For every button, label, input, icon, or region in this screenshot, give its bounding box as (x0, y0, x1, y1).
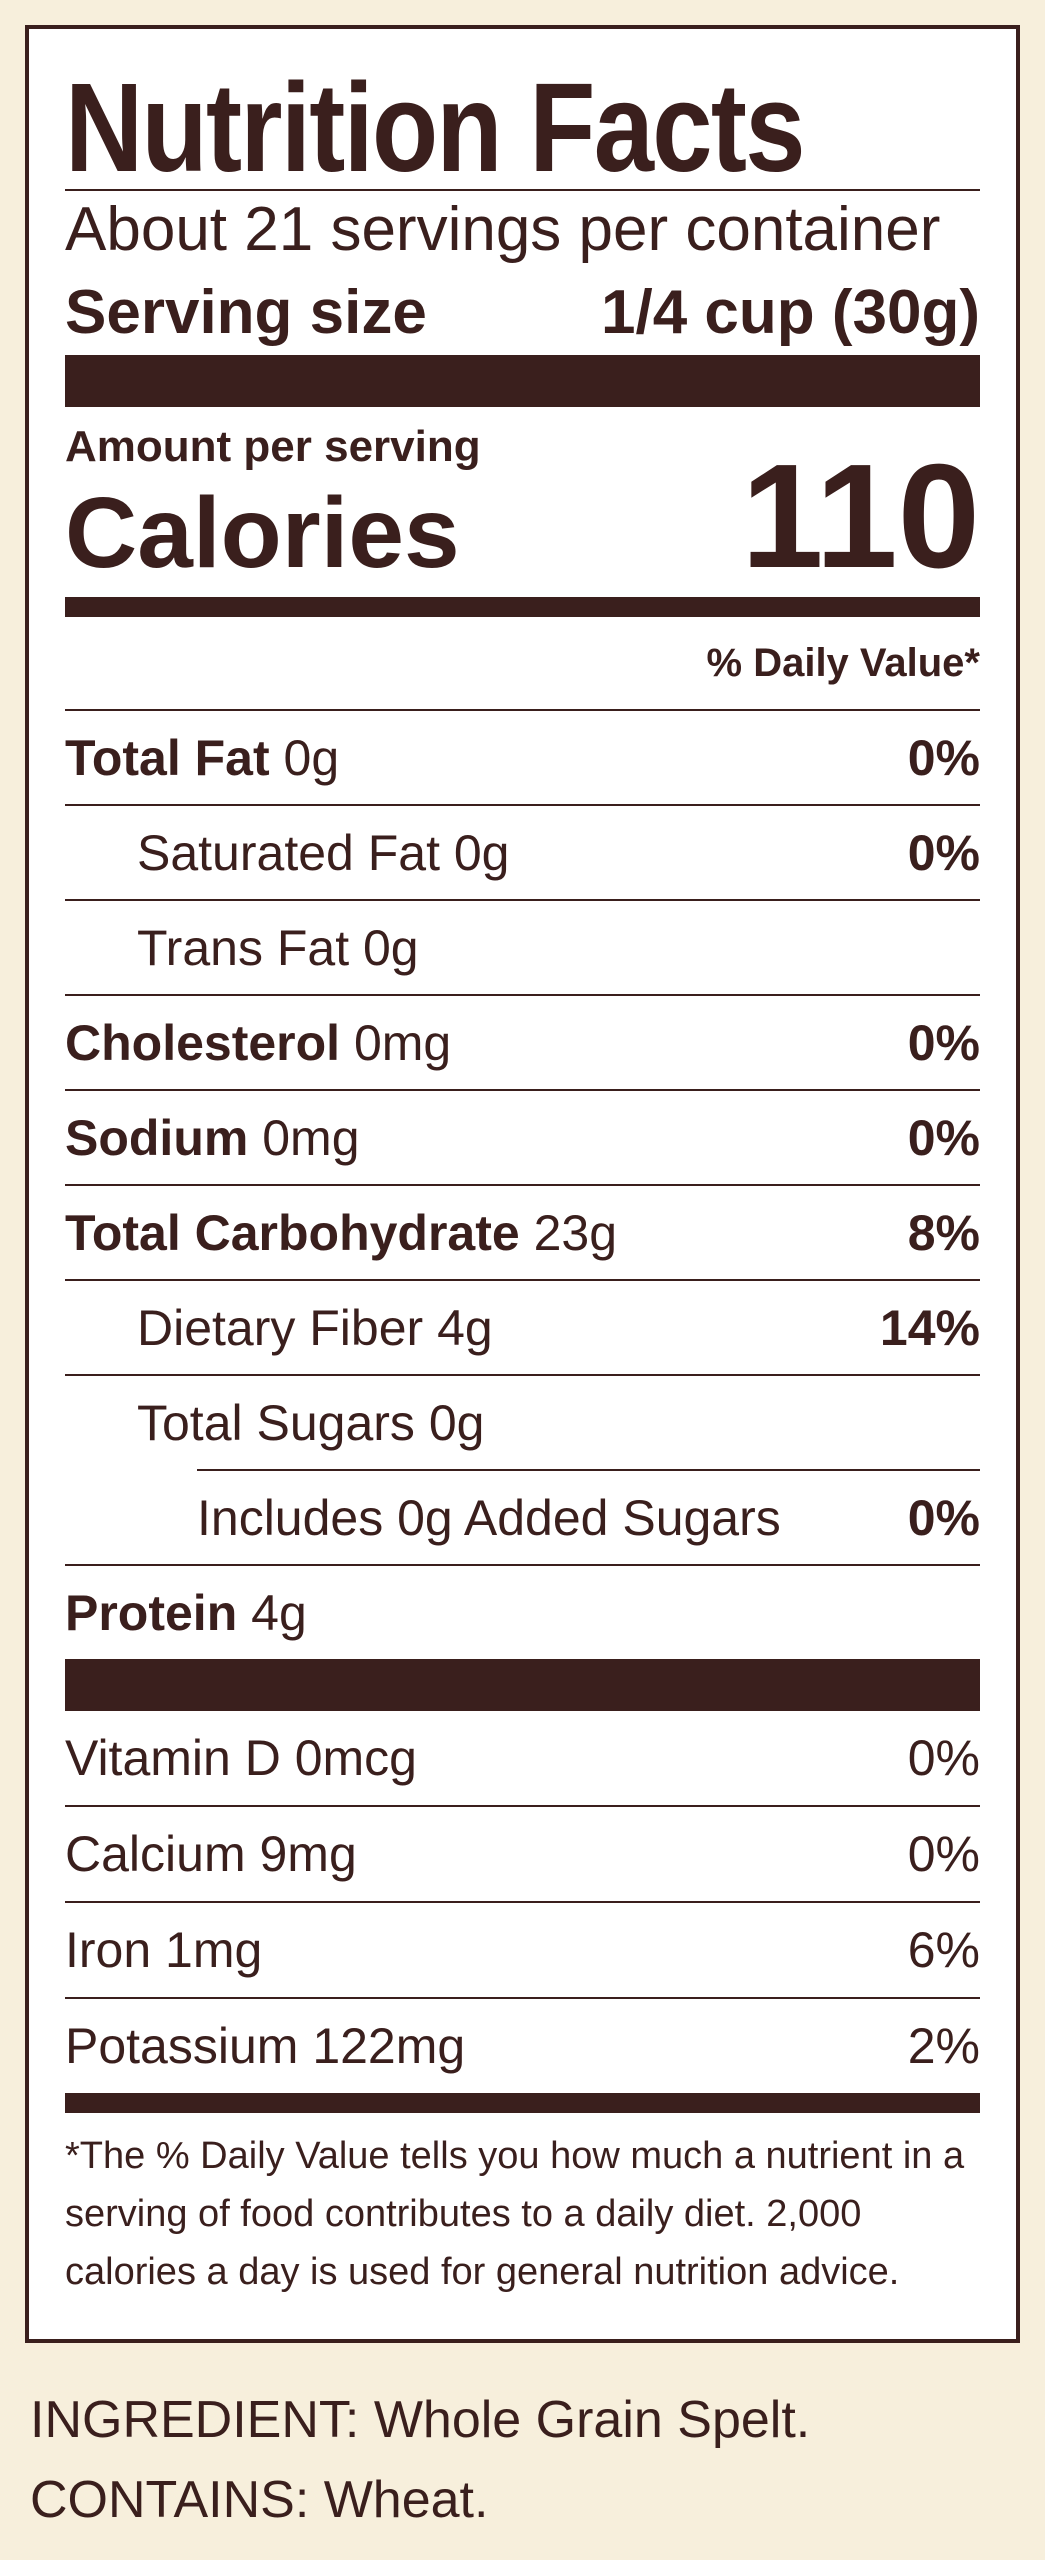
vitamin-row-vitamin-d: Vitamin D 0mcg 0% (65, 1711, 980, 1805)
nutrient-row-trans-fat: Trans Fat 0g (65, 899, 980, 994)
nutrient-name: Dietary Fiber 4g (137, 1299, 493, 1356)
label-title: Nutrition Facts (65, 57, 805, 198)
calories-value: 110 (741, 434, 980, 599)
vitamin-dv: 2% (907, 2018, 980, 2074)
vitamin-name: Iron 1mg (65, 1922, 263, 1978)
vitamin-name: Potassium 122mg (65, 2018, 466, 2074)
nutrient-amount: 0g (283, 729, 340, 786)
divider-medium (65, 597, 980, 617)
daily-value-header: % Daily Value* (706, 641, 980, 685)
nutrient-row-sodium: Sodium 0mg 0% (65, 1089, 980, 1184)
nutrient-amount: 4g (251, 1584, 307, 1641)
nutrient-row-total-fat: Total Fat 0g 0% (65, 709, 980, 804)
vitamin-row-iron: Iron 1mg 6% (65, 1901, 980, 1997)
nutrition-facts-panel: Nutrition Facts About 21 servings per co… (25, 25, 1020, 2343)
divider-thick (65, 1659, 980, 1711)
nutrient-name: Total Sugars 0g (137, 1394, 485, 1451)
serving-size-row: Serving size 1/4 cup (30g) (65, 269, 980, 355)
nutrient-dv: 0% (907, 824, 980, 881)
nutrient-amount: 0mg (262, 1109, 360, 1166)
nutrient-row-total-sugars: Total Sugars 0g (65, 1374, 980, 1469)
nutrient-amount: 23g (533, 1204, 618, 1261)
nutrient-row-protein: Protein 4g (65, 1564, 980, 1659)
servings-per-container: About 21 servings per container (65, 195, 941, 264)
vitamin-name: Calcium 9mg (65, 1826, 357, 1882)
vitamin-dv: 0% (907, 1730, 980, 1786)
nutrient-name: Cholesterol (65, 1014, 341, 1071)
serving-size-value: 1/4 cup (30g) (601, 277, 980, 347)
vitamin-dv: 0% (907, 1826, 980, 1882)
nutrient-name: Protein (65, 1584, 238, 1641)
nutrient-row-total-carbohydrate: Total Carbohydrate 23g 8% (65, 1184, 980, 1279)
divider-medium (65, 2093, 980, 2113)
nutrient-dv: 14% (879, 1299, 980, 1356)
serving-size-label: Serving size (65, 277, 427, 347)
nutrient-name: Trans Fat 0g (137, 919, 419, 976)
amount-per-serving: Amount per serving (65, 422, 481, 471)
nutrient-dv: 8% (907, 1204, 980, 1261)
nutrient-dv: 0% (907, 729, 980, 786)
nutrient-dv: 0% (907, 1014, 980, 1071)
nutrient-row-dietary-fiber: Dietary Fiber 4g 14% (65, 1279, 980, 1374)
vitamin-dv: 6% (907, 1922, 980, 1978)
nutrient-row-saturated-fat: Saturated Fat 0g 0% (65, 804, 980, 899)
vitamin-row-potassium: Potassium 122mg 2% (65, 1997, 980, 2093)
ingredients-block: INGREDIENT: Whole Grain Spelt. CONTAINS:… (30, 2380, 810, 2540)
nutrient-name: Total Fat (65, 729, 270, 786)
nutrient-amount: 0mg (353, 1014, 452, 1071)
daily-value-footnote: *The % Daily Value tells you how much a … (65, 2135, 965, 2293)
vitamin-name: Vitamin D 0mcg (65, 1730, 417, 1786)
contains-line: CONTAINS: Wheat. (30, 2471, 489, 2529)
nutrient-row-cholesterol: Cholesterol 0mg 0% (65, 994, 980, 1089)
divider-thin (65, 189, 980, 191)
calories-label: Calories (65, 477, 460, 589)
nutrient-name: Sodium (65, 1109, 249, 1166)
nutrient-name: Includes 0g Added Sugars (197, 1489, 781, 1546)
nutrient-name: Saturated Fat 0g (137, 824, 510, 881)
calories-row: Calories 110 (65, 443, 980, 597)
nutrient-row-added-sugars: Includes 0g Added Sugars 0% (197, 1469, 980, 1564)
nutrient-dv: 0% (907, 1109, 980, 1166)
nutrient-dv: 0% (907, 1489, 980, 1546)
vitamin-row-calcium: Calcium 9mg 0% (65, 1805, 980, 1901)
divider-thick (65, 355, 980, 407)
nutrient-name: Total Carbohydrate (65, 1204, 520, 1261)
ingredient-line: INGREDIENT: Whole Grain Spelt. (30, 2391, 811, 2449)
